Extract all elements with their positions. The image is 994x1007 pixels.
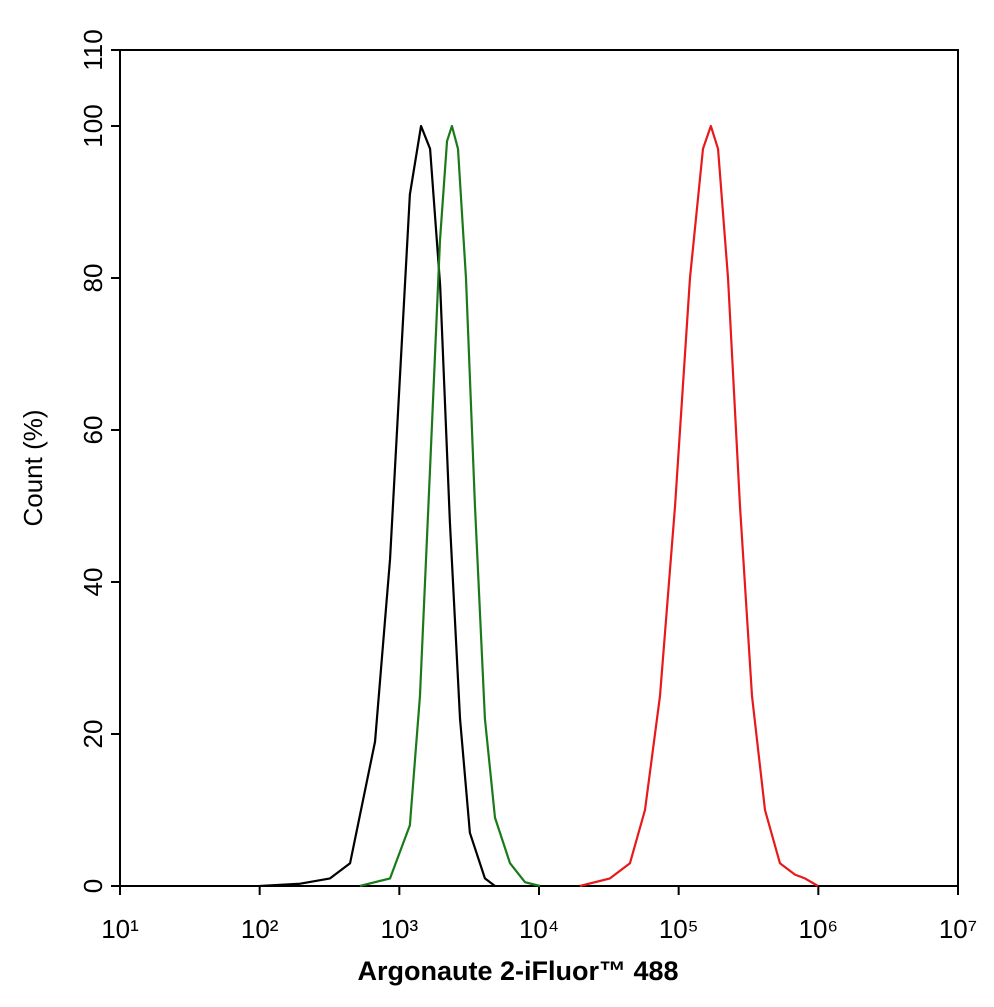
y-axis-label: Count (%) (18, 409, 48, 526)
x-tick-label: 10¹ (101, 914, 139, 944)
series-line (579, 124, 819, 888)
x-tick-label: 10⁶ (799, 914, 839, 944)
x-tick-label: 10² (241, 914, 279, 944)
x-tick-label: 10⁵ (659, 914, 699, 944)
plot-frame (119, 49, 959, 887)
y-tick-label: 0 (78, 879, 108, 893)
x-tick-label: 10⁴ (519, 914, 559, 944)
y-tick-label: 60 (78, 416, 108, 445)
y-tick-label: 20 (78, 720, 108, 749)
x-tick-label: 10³ (381, 914, 419, 944)
y-tick-label: 40 (78, 568, 108, 597)
y-tick-label: 80 (78, 264, 108, 293)
series-line (259, 124, 496, 888)
x-axis-label: Argonaute 2-iFluor™ 488 (357, 956, 678, 986)
y-tick-label: 100 (78, 104, 108, 147)
series-line (359, 124, 541, 888)
y-tick-label: 110 (78, 29, 108, 70)
x-tick-label: 10⁷ (939, 914, 977, 944)
